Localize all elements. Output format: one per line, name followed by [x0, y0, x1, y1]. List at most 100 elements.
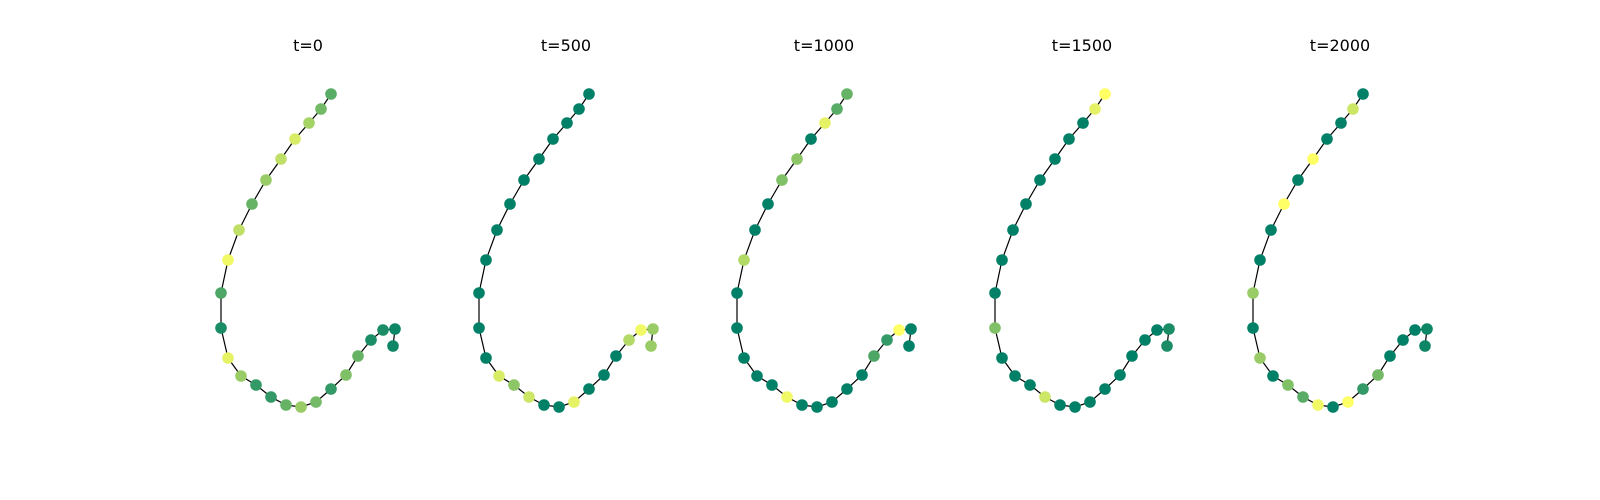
chain-node — [275, 153, 287, 165]
chain-node — [905, 323, 917, 335]
chain-node — [547, 133, 559, 145]
chain-node — [1292, 174, 1304, 186]
panel-2: t=1000 — [731, 36, 917, 413]
chain-node — [1421, 323, 1433, 335]
chain-node — [989, 322, 1001, 334]
chain-node — [1254, 352, 1266, 364]
chain-node — [310, 396, 322, 408]
chain-node — [518, 174, 530, 186]
chain-node — [781, 391, 793, 403]
chain-node — [387, 340, 399, 352]
chain-node — [1397, 334, 1409, 346]
chain-node — [996, 254, 1008, 266]
chain-node — [1039, 391, 1051, 403]
panel-title: t=2000 — [1310, 36, 1370, 55]
chain-node — [856, 369, 868, 381]
chain-node — [881, 334, 893, 346]
chain-node — [1307, 153, 1319, 165]
chain-node — [1099, 383, 1111, 395]
chain-node — [1084, 396, 1096, 408]
chain-edges — [478, 93, 654, 408]
chain-edges — [220, 93, 396, 408]
chain-node — [473, 322, 485, 334]
chain-node — [1267, 370, 1279, 382]
chain-edges — [1252, 93, 1428, 408]
chain-node — [389, 323, 401, 335]
chain-node — [1009, 370, 1021, 382]
chain-edges — [994, 93, 1170, 408]
panel-title: t=0 — [293, 36, 323, 55]
chain-node — [826, 396, 838, 408]
chain-node — [250, 379, 262, 391]
chain-node — [340, 369, 352, 381]
chain-node — [598, 369, 610, 381]
chain-node — [796, 399, 808, 411]
chain-node — [1254, 254, 1266, 266]
chain-node — [1297, 391, 1309, 403]
chain-node — [645, 340, 657, 352]
chain-node — [731, 322, 743, 334]
chain-node — [1247, 322, 1259, 334]
chain-node — [731, 287, 743, 299]
chain-node — [583, 383, 595, 395]
chain-node — [766, 379, 778, 391]
chain-node — [1069, 401, 1081, 413]
chain-node — [315, 103, 327, 115]
chain-node — [762, 198, 774, 210]
chain-node — [1049, 153, 1061, 165]
chain-node — [1020, 198, 1032, 210]
chain-node — [1282, 379, 1294, 391]
chain-node — [738, 352, 750, 364]
chain-node — [1327, 401, 1339, 413]
chain-node — [573, 103, 585, 115]
chain-node — [295, 401, 307, 413]
chain-node — [583, 88, 595, 100]
chain-node — [1372, 369, 1384, 381]
chain-node — [623, 334, 635, 346]
chain-node — [303, 117, 315, 129]
chain-node — [265, 391, 277, 403]
chain-node — [508, 379, 520, 391]
chain-node — [819, 117, 831, 129]
panel-title: t=1000 — [794, 36, 854, 55]
chain-node — [1357, 383, 1369, 395]
chain-node — [610, 350, 622, 362]
chain-node — [553, 401, 565, 413]
chain-node — [325, 383, 337, 395]
chain-node — [1077, 117, 1089, 129]
chain-node — [841, 88, 853, 100]
panel-title: t=500 — [541, 36, 591, 55]
chain-node — [568, 396, 580, 408]
chain-node — [233, 224, 245, 236]
chain-node — [533, 153, 545, 165]
chain-node — [635, 324, 647, 336]
chain-node — [903, 340, 915, 352]
chain-node — [749, 224, 761, 236]
chain-node — [377, 324, 389, 336]
chain-node — [831, 103, 843, 115]
chain-node — [1278, 198, 1290, 210]
chain-edges — [736, 93, 912, 408]
chain-node — [222, 254, 234, 266]
chain-node — [493, 370, 505, 382]
chain-node — [222, 352, 234, 364]
chain-node — [504, 198, 516, 210]
chain-node — [260, 174, 272, 186]
chain-node — [868, 350, 880, 362]
chain-node — [776, 174, 788, 186]
panel-title: t=1500 — [1052, 36, 1112, 55]
chain-node — [246, 198, 258, 210]
chain-node — [480, 254, 492, 266]
chain-node — [1342, 396, 1354, 408]
chain-node — [841, 383, 853, 395]
panel-4: t=2000 — [1247, 36, 1433, 413]
chain-node — [1063, 133, 1075, 145]
chain-node — [811, 401, 823, 413]
chain-node — [1247, 287, 1259, 299]
panel-0: t=0 — [215, 36, 401, 413]
chain-node — [538, 399, 550, 411]
chain-node — [1357, 88, 1369, 100]
chain-node — [491, 224, 503, 236]
chain-node — [325, 88, 337, 100]
